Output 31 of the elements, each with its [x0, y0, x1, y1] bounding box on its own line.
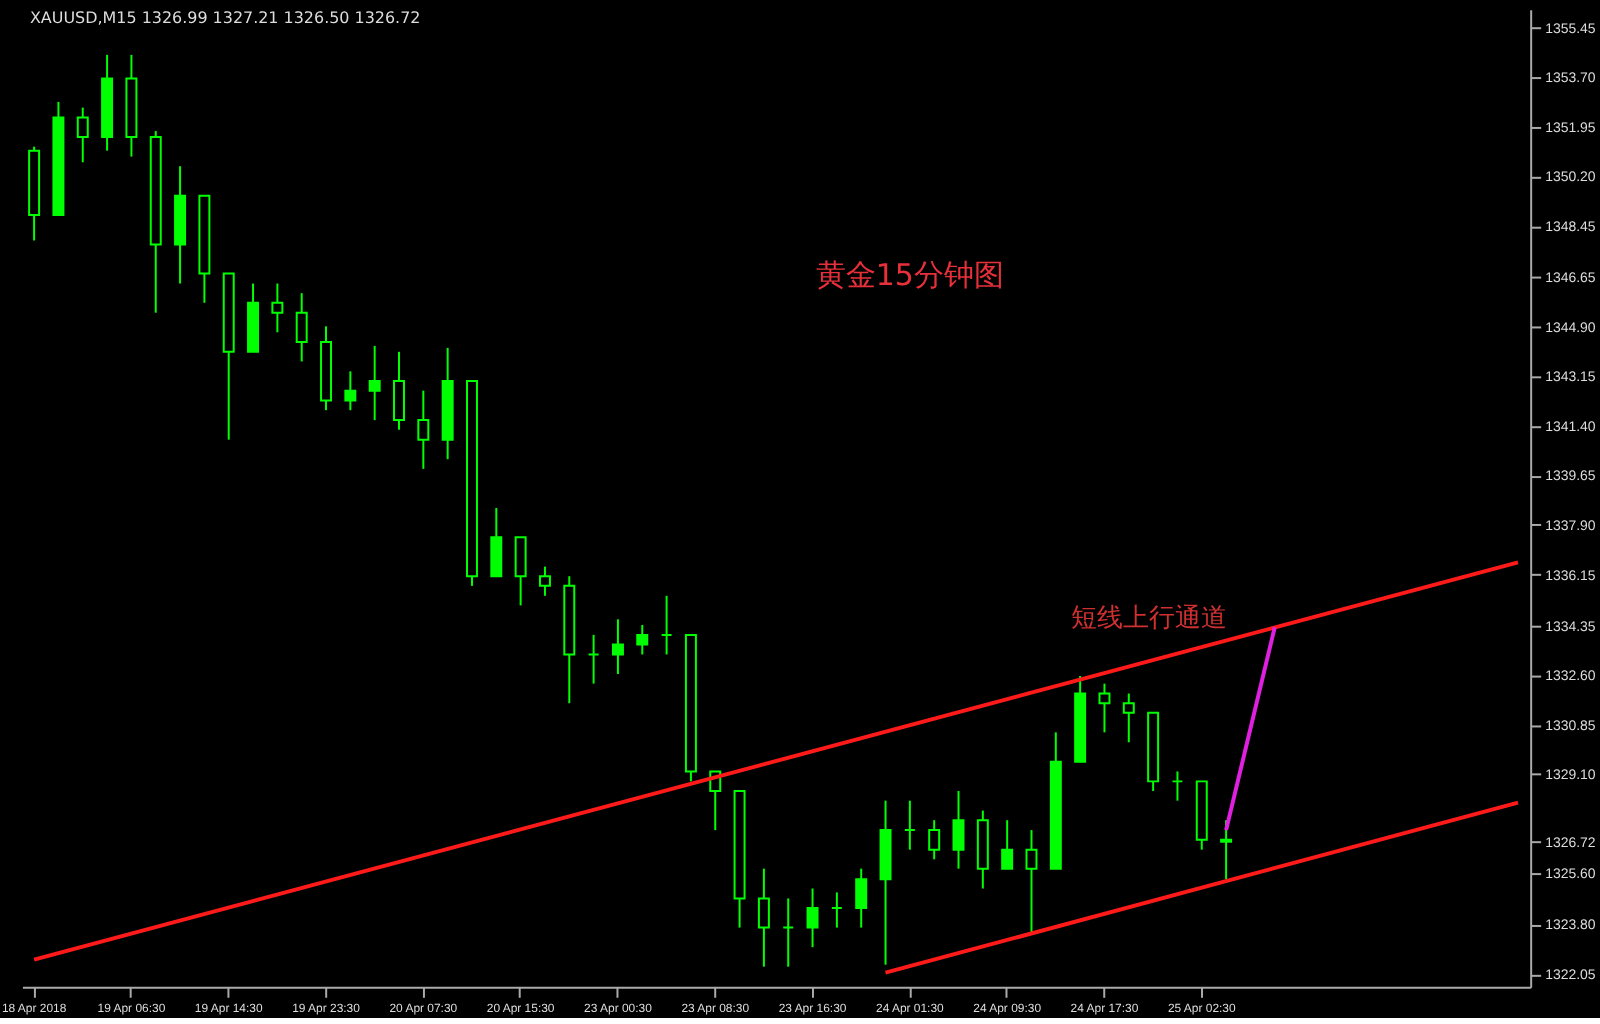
- candlestick: [830, 891, 843, 929]
- candlestick: [368, 344, 381, 422]
- candlestick: [344, 370, 357, 412]
- candlestick: [1122, 692, 1135, 744]
- candlestick: [1001, 819, 1014, 870]
- candlestick: [782, 897, 795, 968]
- candlestick: [295, 292, 308, 363]
- candlestick: [1171, 770, 1184, 802]
- candlestick: [903, 799, 916, 851]
- annotation: 短线上行通道: [1071, 603, 1228, 634]
- candlestick: [757, 867, 770, 968]
- candlestick: [806, 887, 819, 949]
- candlestick: [490, 506, 503, 578]
- candlestick: [76, 106, 89, 164]
- candlestick: [1098, 682, 1111, 734]
- candlestick: [636, 623, 649, 656]
- candlestick: [855, 867, 868, 929]
- candlestick: [417, 389, 430, 470]
- candlestick: [514, 536, 527, 607]
- candlestick: [271, 282, 284, 334]
- candlestick: [1025, 829, 1038, 935]
- candlestick: [952, 790, 965, 870]
- candlestick: [393, 350, 405, 431]
- candlestick: [538, 565, 551, 597]
- text: 黄金15分钟图: [815, 256, 1004, 293]
- candlestick: [611, 618, 624, 675]
- candlestick: [660, 594, 673, 656]
- candlestick: [928, 819, 941, 861]
- annotation: XAUUSD,M15 1326.99 1327.21 1326.50 1326.72: [29, 9, 421, 28]
- candlestick: [587, 633, 600, 685]
- candlestick: [1220, 819, 1233, 881]
